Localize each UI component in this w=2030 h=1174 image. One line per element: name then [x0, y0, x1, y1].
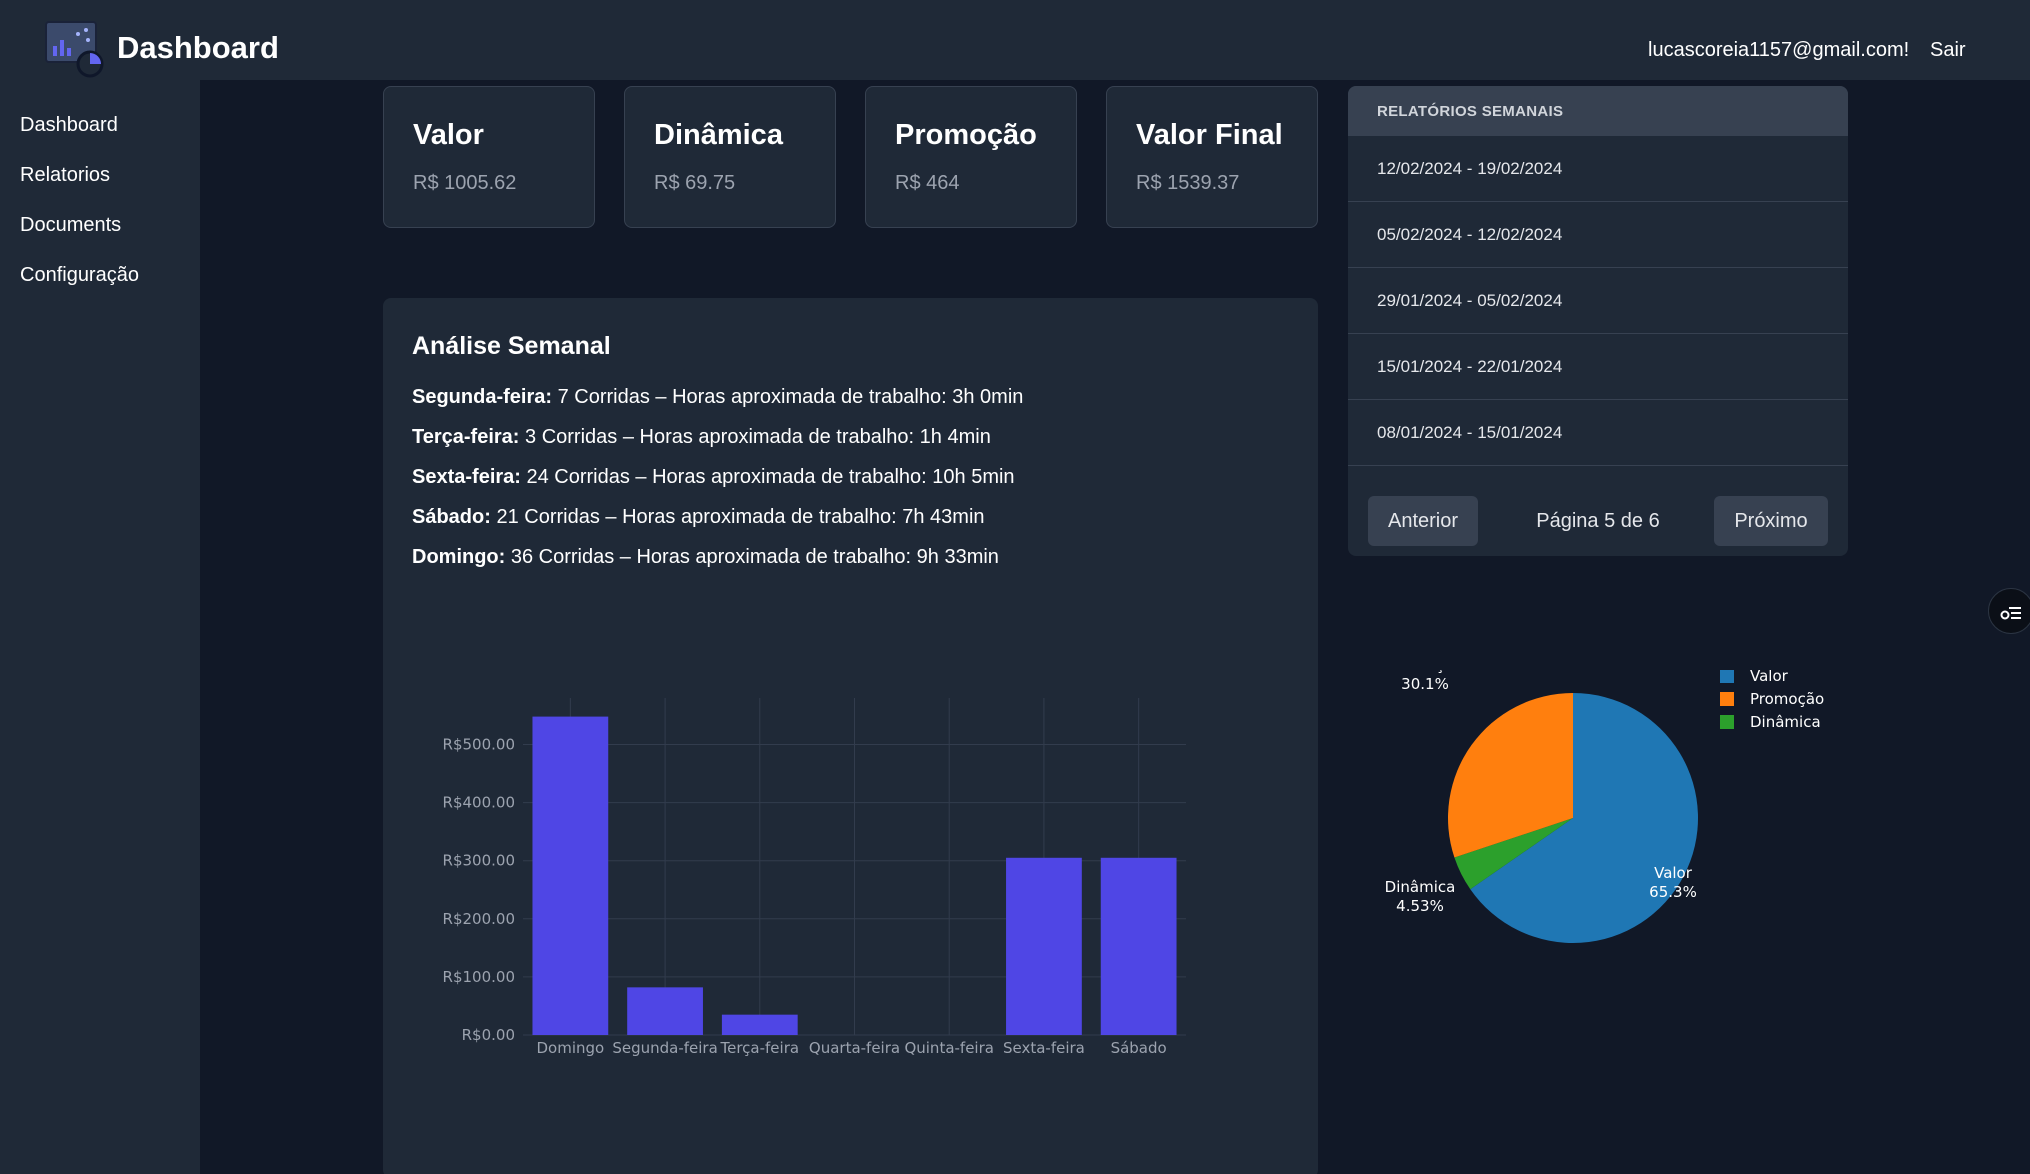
card-valor: Valor R$ 1005.62 [383, 86, 595, 228]
card-title: Valor Final [1136, 119, 1283, 151]
pie-slice [1470, 693, 1698, 943]
top-bar: Dashboard lucascoreia1157@gmail.com! Sai… [0, 0, 2030, 80]
report-row[interactable]: 12/02/2024 - 19/02/2024 [1348, 136, 1848, 202]
floating-settings-button[interactable] [1988, 588, 2030, 634]
day-detail: 24 Corridas – Horas aproximada de trabal… [520, 466, 1015, 488]
pie-slice [1448, 693, 1573, 858]
logout-link[interactable]: Sair [1930, 39, 1966, 61]
sidebar-item-configuracao[interactable]: Configuração [20, 264, 139, 286]
pie-label: Valor [1654, 864, 1693, 882]
next-page-button[interactable]: Próximo [1714, 496, 1828, 546]
x-tick-label: Quarta-feira [809, 1039, 900, 1057]
x-tick-label: Quinta-feira [904, 1039, 994, 1057]
bar [1006, 857, 1082, 1035]
report-range: 12/02/2024 - 19/02/2024 [1377, 159, 1563, 178]
legend-label: Promoção [1750, 690, 1824, 708]
day-name: Sexta-feira: [412, 466, 521, 488]
day-detail: 7 Corridas – Horas aproximada de trabalh… [552, 386, 1024, 408]
y-tick-label: R$500.00 [443, 735, 515, 753]
card-value: R$ 1539.37 [1136, 172, 1240, 194]
user-email: lucascoreia1157@gmail.com! [1648, 39, 1910, 61]
sidebar-item-relatorios[interactable]: Relatorios [20, 164, 111, 186]
x-tick-label: Sexta-feira [1003, 1039, 1085, 1057]
pie-percent-label: 30.1% [1401, 675, 1449, 693]
day-detail: 3 Corridas – Horas aproximada de trabalh… [519, 426, 991, 448]
x-tick-label: Terça-feira [719, 1039, 799, 1057]
day-summary: Sábado: 21 Corridas – Horas aproximada d… [412, 506, 985, 529]
card-title: Dinâmica [654, 119, 783, 151]
x-tick-label: Segunda-feira [612, 1039, 717, 1057]
bar [721, 1014, 798, 1035]
dashboard-logo-icon [45, 21, 104, 78]
card-value: R$ 69.75 [654, 172, 736, 194]
legend-swatch [1720, 670, 1734, 683]
report-range: 08/01/2024 - 15/01/2024 [1377, 423, 1563, 442]
day-name: Domingo: [412, 546, 506, 568]
sidebar-item-documents[interactable]: Documents [20, 214, 122, 236]
legend-label: Valor [1750, 670, 1789, 685]
pie-slice [1454, 818, 1573, 890]
page-info: Página 5 de 6 [1536, 510, 1660, 532]
pie-label: Dinâmica [1385, 878, 1456, 896]
y-tick-label: R$200.00 [443, 910, 515, 928]
day-summary: Terça-feira: 3 Corridas – Horas aproxima… [412, 426, 991, 449]
card-valor-final: Valor Final R$ 1539.37 [1106, 86, 1318, 228]
card-value: R$ 1005.62 [413, 172, 517, 194]
previous-page-button[interactable]: Anterior [1368, 496, 1478, 546]
legend-swatch [1720, 692, 1734, 706]
report-row[interactable]: 05/02/2024 - 12/02/2024 [1348, 202, 1848, 268]
weekly-bar-chart: R$0.00 R$100.00 R$200.00 R$300.00 R$400.00 R$… [443, 698, 1186, 1057]
day-detail: 21 Corridas – Horas aproximada de trabal… [490, 506, 985, 528]
y-tick-label: R$0.00 [462, 1026, 515, 1044]
day-summary: Domingo: 36 Corridas – Horas aproximada … [412, 546, 999, 569]
y-tick-label: R$100.00 [443, 968, 515, 986]
sidebar: Dashboard Relatorios Documents Configura… [0, 80, 200, 1174]
brand-title: Dashboard [117, 30, 279, 65]
sidebar-item-dashboard[interactable]: Dashboard [20, 114, 118, 136]
sliders-icon [2000, 607, 2021, 620]
report-range: 29/01/2024 - 05/02/2024 [1377, 291, 1563, 310]
pie-percent-label: 4.53% [1396, 897, 1444, 915]
card-value: R$ 464 [895, 172, 960, 194]
reports-title: RELATÓRIOS SEMANAIS [1377, 103, 1564, 120]
report-range: 15/01/2024 - 22/01/2024 [1377, 357, 1563, 376]
legend-swatch [1720, 715, 1734, 729]
card-dinamica: Dinâmica R$ 69.75 [624, 86, 836, 228]
report-row[interactable]: 15/01/2024 - 22/01/2024 [1348, 334, 1848, 400]
legend-label: Dinâmica [1750, 713, 1821, 731]
day-name: Terça-feira: [412, 426, 520, 448]
report-row[interactable]: 08/01/2024 - 15/01/2024 [1348, 400, 1848, 466]
x-tick-label: Sábado [1111, 1039, 1167, 1057]
reports-header: RELATÓRIOS SEMANAIS [1348, 86, 1848, 136]
bar [1100, 857, 1177, 1035]
bar [532, 716, 609, 1035]
y-tick-label: R$300.00 [443, 852, 515, 870]
day-name: Sábado: [412, 506, 491, 528]
card-title: Promoção [895, 119, 1037, 151]
day-detail: 36 Corridas – Horas aproximada de trabal… [505, 546, 999, 568]
card-promocao: Promoção R$ 464 [865, 86, 1077, 228]
bar [627, 987, 703, 1035]
report-range: 05/02/2024 - 12/02/2024 [1377, 225, 1563, 244]
weekly-analysis-panel: Análise Semanal Segunda-feira: 7 Corrida… [383, 298, 1318, 1174]
weekly-reports-panel: RELATÓRIOS SEMANAIS 12/02/2024 - 19/02/2… [1348, 86, 1848, 556]
x-tick-label: Domingo [536, 1039, 604, 1057]
distribution-pie-chart: Valor65.3%Promoção30.1%Dinâmica4.53%Valo… [1385, 670, 1824, 943]
analysis-title: Análise Semanal [412, 332, 611, 360]
day-name: Segunda-feira: [412, 386, 553, 408]
y-tick-label: R$400.00 [443, 794, 515, 812]
card-title: Valor [413, 119, 484, 151]
day-summary: Segunda-feira: 7 Corridas – Horas aproxi… [412, 386, 1023, 409]
day-summary: Sexta-feira: 24 Corridas – Horas aproxim… [412, 466, 1015, 489]
pie-percent-label: 65.3% [1649, 883, 1697, 901]
report-row[interactable]: 29/01/2024 - 05/02/2024 [1348, 268, 1848, 334]
pie-label: Promoção [1388, 670, 1462, 674]
